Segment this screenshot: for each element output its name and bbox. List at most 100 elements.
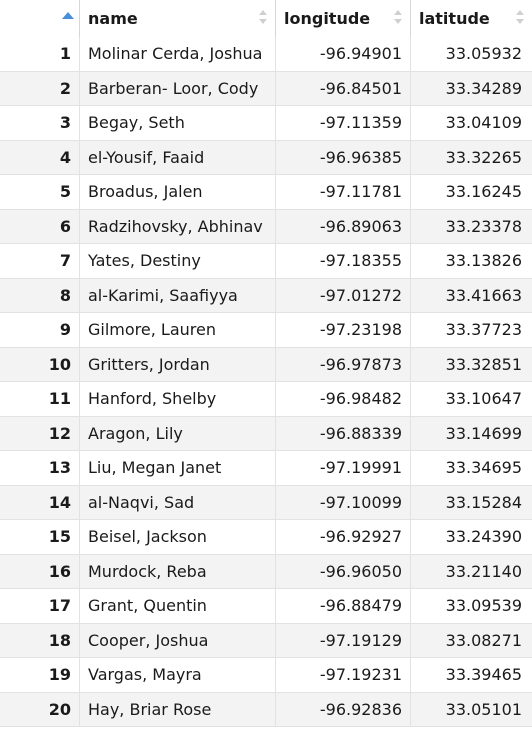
longitude-cell: -96.84501 bbox=[276, 71, 411, 105]
row-index-cell: 6 bbox=[0, 209, 80, 243]
latitude-cell: 33.23378 bbox=[445, 216, 522, 236]
table-row[interactable]: 9 Gilmore, Lauren -97.23198 33.37723 bbox=[0, 313, 532, 348]
longitude-cell: -96.92927 bbox=[276, 520, 411, 554]
longitude-cell: -97.19231 bbox=[276, 658, 411, 692]
table-row[interactable]: 15 Beisel, Jackson -96.92927 33.24390 bbox=[0, 520, 532, 555]
name-cell: Radzihovsky, Abhinav bbox=[80, 209, 276, 243]
name-cell: Aragon, Lily bbox=[80, 416, 276, 450]
latitude-cell: 33.21140 bbox=[445, 561, 522, 581]
table-row[interactable]: 18 Cooper, Joshua -97.19129 33.08271 bbox=[0, 623, 532, 658]
row-index-cell: 19 bbox=[0, 658, 80, 692]
index-column-header[interactable] bbox=[0, 0, 80, 37]
sort-icon bbox=[259, 10, 267, 26]
latitude-column-label: latitude bbox=[419, 9, 490, 28]
row-index-cell: 8 bbox=[0, 278, 80, 312]
name-cell: Cooper, Joshua bbox=[80, 623, 276, 657]
longitude-cell: -96.97873 bbox=[276, 347, 411, 381]
longitude-cell: -96.96385 bbox=[276, 140, 411, 174]
row-index-cell: 20 bbox=[0, 692, 80, 726]
table-row[interactable]: 12 Aragon, Lily -96.88339 33.14699 bbox=[0, 416, 532, 451]
row-index-cell: 11 bbox=[0, 382, 80, 416]
latitude-cell: 33.14699 bbox=[445, 423, 522, 443]
latitude-cell: 33.04109 bbox=[445, 113, 522, 132]
latitude-cell: 33.24390 bbox=[445, 527, 522, 546]
table-row[interactable]: 16 Murdock, Reba -96.96050 33.21140 bbox=[0, 554, 532, 589]
table-row[interactable]: 17 Grant, Quentin -96.88479 33.09539 bbox=[0, 589, 532, 624]
name-column-header[interactable]: name bbox=[80, 0, 276, 37]
table-row[interactable]: 7 Yates, Destiny -97.18355 33.13826 bbox=[0, 244, 532, 279]
name-cell: el-Yousif, Faaid bbox=[80, 140, 276, 174]
row-index-cell: 14 bbox=[0, 485, 80, 519]
table-row[interactable]: 11 Hanford, Shelby -96.98482 33.10647 bbox=[0, 382, 532, 417]
name-cell: Begay, Seth bbox=[80, 106, 276, 140]
latitude-cell: 33.34695 bbox=[445, 458, 522, 477]
name-cell: Hay, Briar Rose bbox=[80, 692, 276, 726]
row-index-cell: 4 bbox=[0, 140, 80, 174]
latitude-cell: 33.34289 bbox=[445, 78, 522, 98]
longitude-cell: -97.19991 bbox=[276, 451, 411, 485]
longitude-cell: -97.11359 bbox=[276, 106, 411, 140]
longitude-cell: -96.98482 bbox=[276, 382, 411, 416]
table-header: name longitude latitude bbox=[0, 0, 532, 38]
table-row[interactable]: 19 Vargas, Mayra -97.19231 33.39465 bbox=[0, 658, 532, 693]
longitude-cell: -96.88339 bbox=[276, 416, 411, 450]
longitude-cell: -97.11781 bbox=[276, 175, 411, 209]
table-row[interactable]: 13 Liu, Megan Janet -97.19991 33.34695 bbox=[0, 451, 532, 486]
latitude-cell: 33.15284 bbox=[445, 492, 522, 512]
table-row[interactable]: 1 Molinar Cerda, Joshua -96.94901 33.05932 bbox=[0, 37, 532, 72]
name-cell: Murdock, Reba bbox=[80, 554, 276, 588]
table-row[interactable]: 6 Radzihovsky, Abhinav -96.89063 33.23378 bbox=[0, 209, 532, 244]
longitude-cell: -97.10099 bbox=[276, 485, 411, 519]
row-index-cell: 12 bbox=[0, 416, 80, 450]
name-cell: Vargas, Mayra bbox=[80, 658, 276, 692]
latitude-cell: 33.09539 bbox=[445, 596, 522, 615]
longitude-cell: -96.92836 bbox=[276, 692, 411, 726]
latitude-cell: 33.32265 bbox=[445, 147, 522, 167]
table-row[interactable]: 20 Hay, Briar Rose -96.92836 33.05101 bbox=[0, 692, 532, 727]
row-index-cell: 16 bbox=[0, 554, 80, 588]
name-cell: Grant, Quentin bbox=[80, 589, 276, 623]
longitude-cell: -96.89063 bbox=[276, 209, 411, 243]
latitude-cell: 33.05101 bbox=[445, 699, 522, 719]
table-row[interactable]: 3 Begay, Seth -97.11359 33.04109 bbox=[0, 106, 532, 141]
row-index-cell: 17 bbox=[0, 589, 80, 623]
name-cell: Molinar Cerda, Joshua bbox=[80, 37, 276, 71]
sort-icon bbox=[516, 10, 524, 26]
latitude-cell: 33.37723 bbox=[445, 320, 522, 339]
longitude-cell: -97.01272 bbox=[276, 278, 411, 312]
row-index-cell: 7 bbox=[0, 244, 80, 278]
row-index-cell: 5 bbox=[0, 175, 80, 209]
table-row[interactable]: 8 al-Karimi, Saafiyya -97.01272 33.41663 bbox=[0, 278, 532, 313]
name-cell: Hanford, Shelby bbox=[80, 382, 276, 416]
latitude-cell: 33.08271 bbox=[445, 630, 522, 650]
name-cell: Gritters, Jordan bbox=[80, 347, 276, 381]
name-cell: Liu, Megan Janet bbox=[80, 451, 276, 485]
name-cell: Beisel, Jackson bbox=[80, 520, 276, 554]
row-index-cell: 13 bbox=[0, 451, 80, 485]
longitude-cell: -96.96050 bbox=[276, 554, 411, 588]
table-row[interactable]: 4 el-Yousif, Faaid -96.96385 33.32265 bbox=[0, 140, 532, 175]
table-row[interactable]: 14 al-Naqvi, Sad -97.10099 33.15284 bbox=[0, 485, 532, 520]
longitude-cell: -96.94901 bbox=[276, 37, 411, 71]
table-row[interactable]: 10 Gritters, Jordan -96.97873 33.32851 bbox=[0, 347, 532, 382]
latitude-cell: 33.16245 bbox=[445, 182, 522, 201]
longitude-cell: -96.88479 bbox=[276, 589, 411, 623]
sort-icon bbox=[394, 10, 402, 26]
row-index-cell: 18 bbox=[0, 623, 80, 657]
longitude-column-header[interactable]: longitude bbox=[276, 0, 411, 37]
table-row[interactable]: 5 Broadus, Jalen -97.11781 33.16245 bbox=[0, 175, 532, 210]
name-cell: Broadus, Jalen bbox=[80, 175, 276, 209]
latitude-cell: 33.32851 bbox=[445, 354, 522, 374]
latitude-column-header[interactable]: latitude bbox=[411, 0, 532, 37]
latitude-cell: 33.13826 bbox=[445, 251, 522, 270]
longitude-column-label: longitude bbox=[284, 9, 371, 28]
name-cell: Barberan- Loor, Cody bbox=[80, 71, 276, 105]
longitude-cell: -97.23198 bbox=[276, 313, 411, 347]
longitude-cell: -97.18355 bbox=[276, 244, 411, 278]
row-index-cell: 9 bbox=[0, 313, 80, 347]
row-index-cell: 3 bbox=[0, 106, 80, 140]
longitude-cell: -97.19129 bbox=[276, 623, 411, 657]
sort-ascending-icon bbox=[62, 12, 74, 19]
table-row[interactable]: 2 Barberan- Loor, Cody -96.84501 33.34289 bbox=[0, 71, 532, 106]
latitude-cell: 33.10647 bbox=[445, 389, 522, 408]
